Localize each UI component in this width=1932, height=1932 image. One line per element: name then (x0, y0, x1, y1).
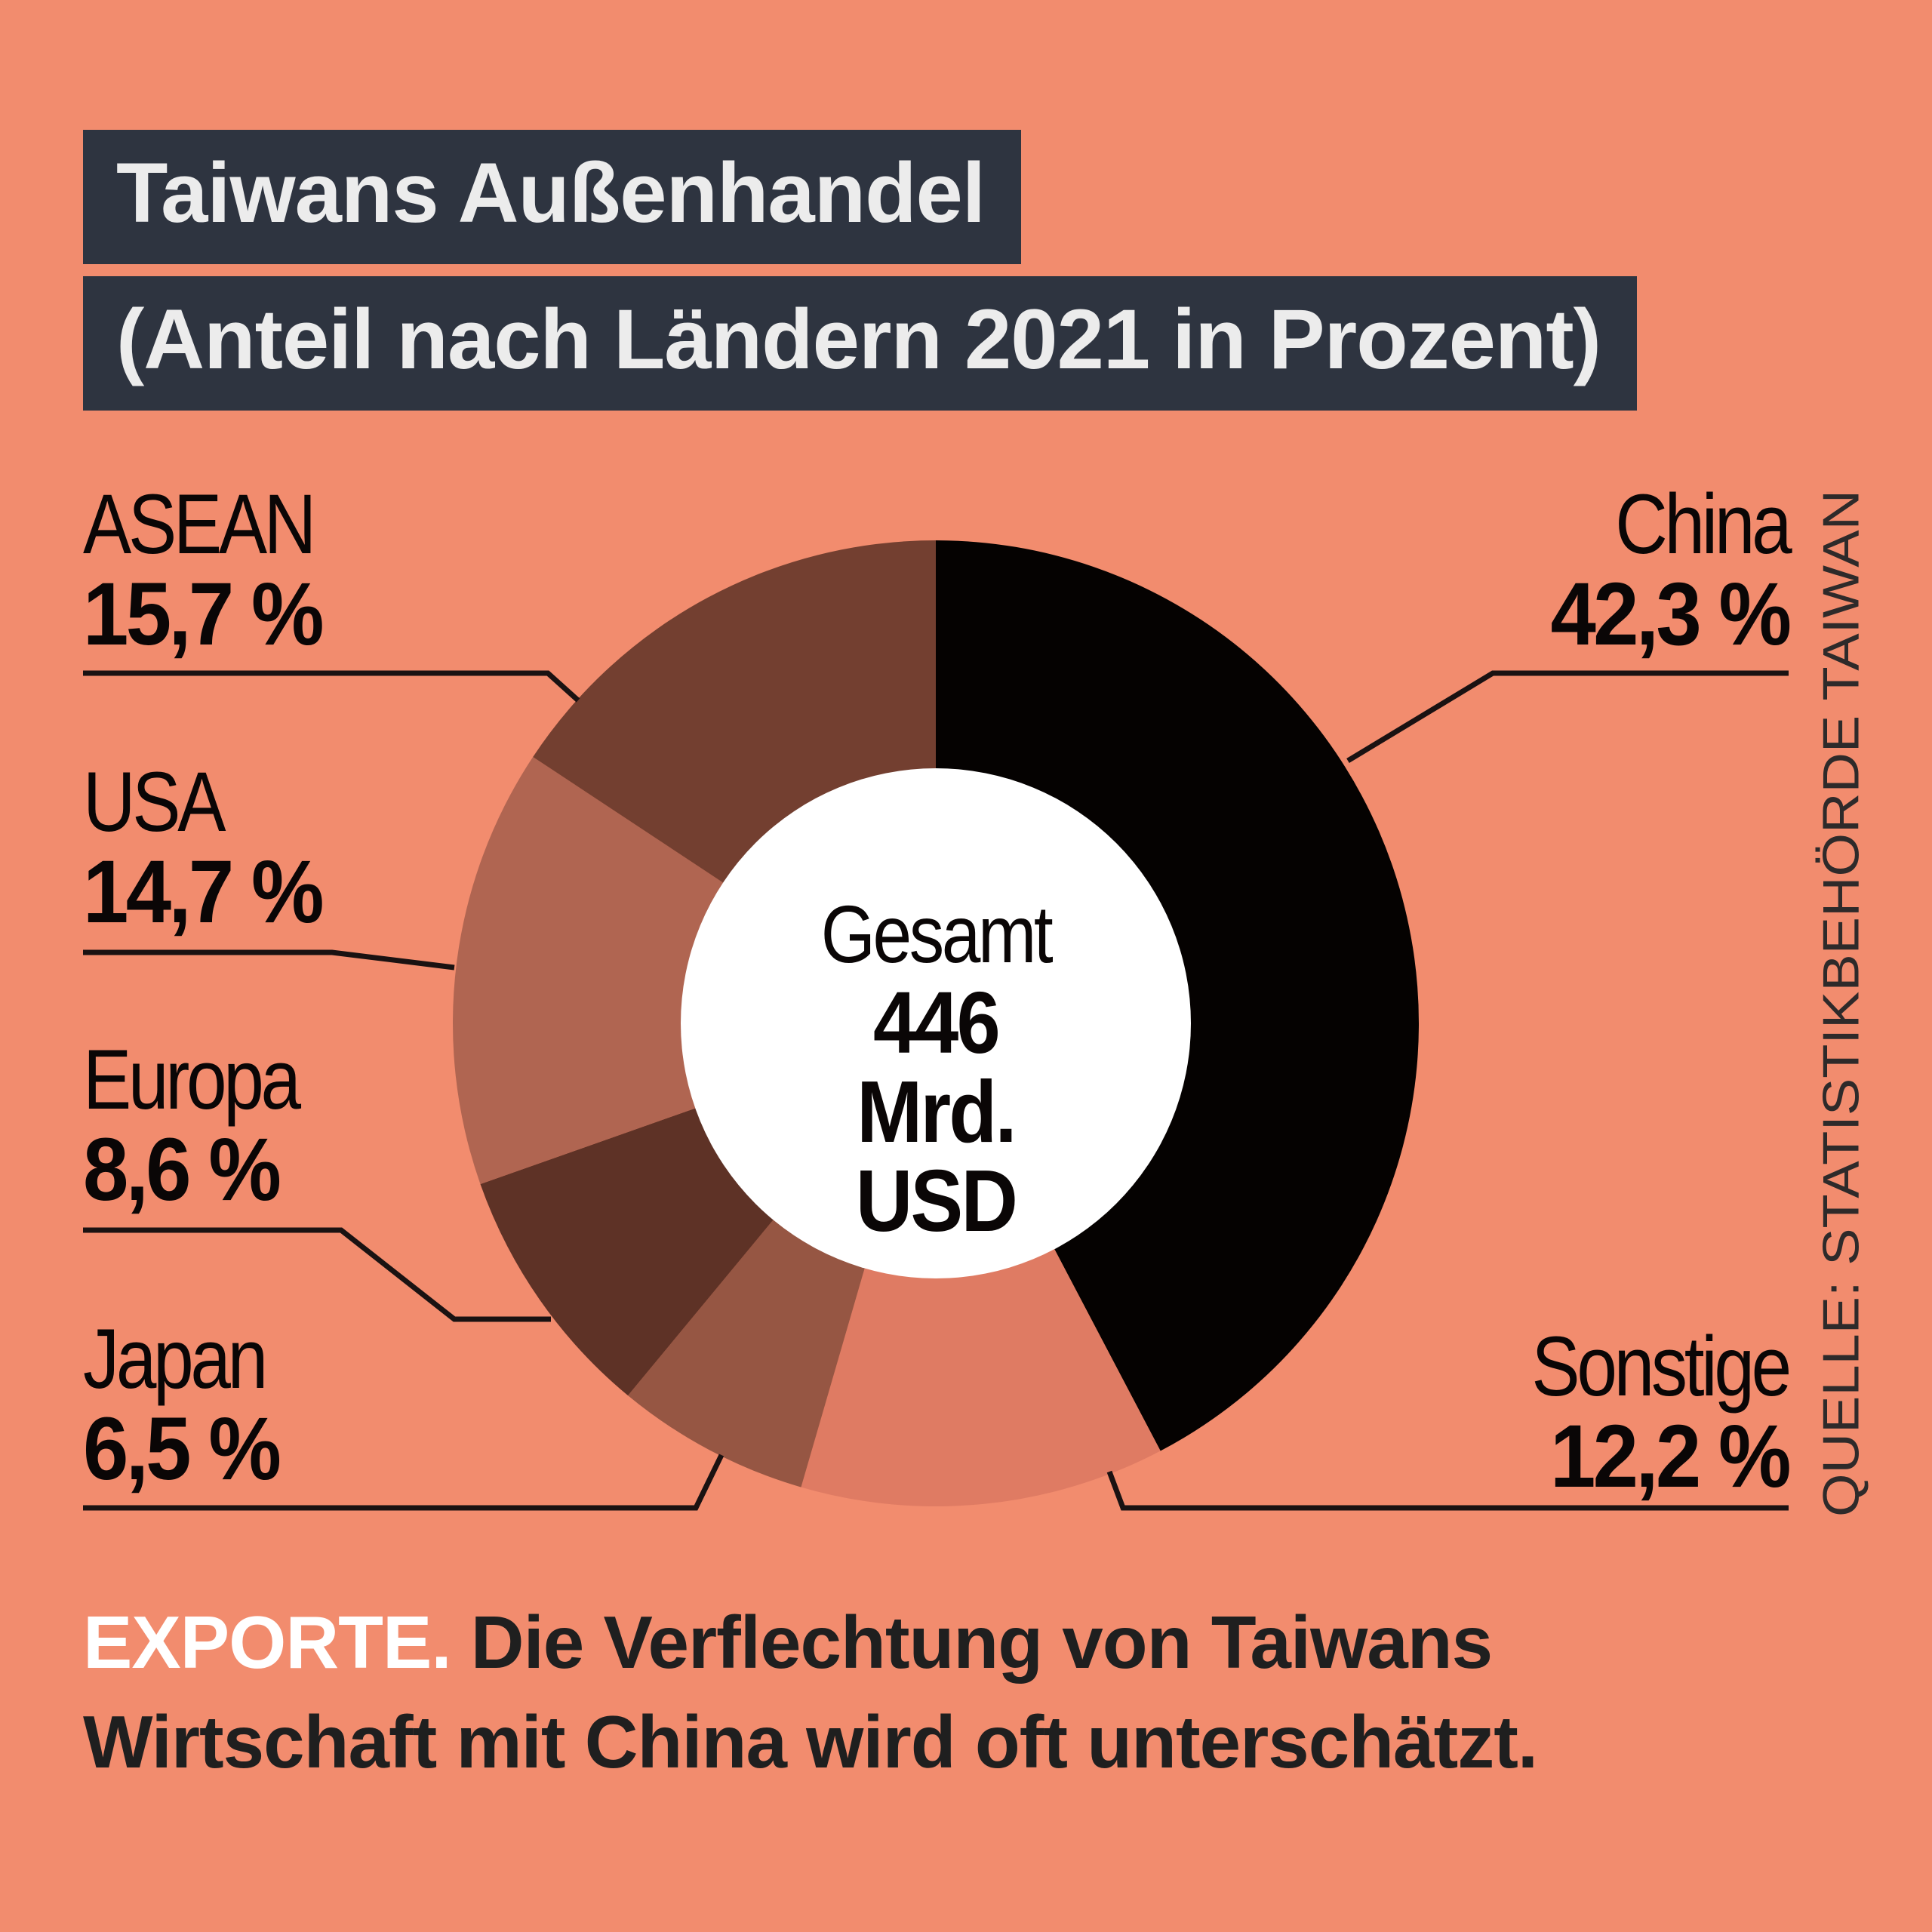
chart-title: Taiwans Außenhandel (83, 130, 1021, 264)
slice-value-sonstige: 12,2 % (1550, 1407, 1792, 1506)
total-label: Gesamt 446 Mrd. USD (785, 888, 1087, 1250)
slice-name-china: China (1614, 477, 1792, 571)
label-asean: ASEAN 15,7 % (83, 480, 351, 660)
slice-value-usa: 14,7 % (83, 842, 325, 942)
slice-value-asean: 15,7 % (83, 565, 325, 664)
total-caption: Gesamt (820, 888, 1054, 980)
leader-lines (83, 670, 1789, 1511)
total-value: 446 Mrd. (857, 974, 1017, 1161)
caption: EXPORTE. Die Verflechtung von Taiwans Wi… (83, 1592, 1819, 1792)
leader-line-japan (83, 1454, 724, 1511)
leader-line-europa (83, 1227, 551, 1322)
caption-text: Die Verflechtung von Taiwans Wirtschaft … (83, 1601, 1538, 1783)
label-japan: Japan 6,5 % (83, 1312, 296, 1499)
total-unit: USD (855, 1152, 1018, 1250)
slice-name-asean: ASEAN (83, 477, 316, 571)
slice-value-europa: 8,6 % (83, 1120, 281, 1220)
label-usa: USA 14,7 % (83, 755, 342, 942)
caption-keyword: EXPORTE. (83, 1601, 452, 1684)
slice-value-china: 42,3 % (1550, 565, 1792, 664)
leader-line-china (1346, 670, 1789, 763)
leader-line-sonstige (1106, 1470, 1789, 1511)
label-china: China 42,3 % (1530, 477, 1792, 664)
leader-line-asean (83, 670, 580, 703)
slice-name-japan: Japan (83, 1312, 268, 1406)
source-note: QUELLE: STATISTIKBEHÖRDE TAIWAN (1811, 489, 1870, 1517)
chart-subtitle: (Anteil nach Ländern 2021 in Prozent) (83, 276, 1637, 411)
label-europa: Europa 8,6 % (83, 1032, 333, 1220)
leader-line-usa (83, 949, 455, 971)
slice-name-usa: USA (83, 755, 226, 849)
slice-name-sonstige: Sonstige (1531, 1319, 1792, 1414)
slice-value-japan: 6,5 % (83, 1399, 281, 1499)
slice-name-europa: Europa (83, 1032, 301, 1127)
donut-hole (681, 768, 1191, 1278)
label-sonstige: Sonstige 12,2 % (1490, 1319, 1792, 1506)
